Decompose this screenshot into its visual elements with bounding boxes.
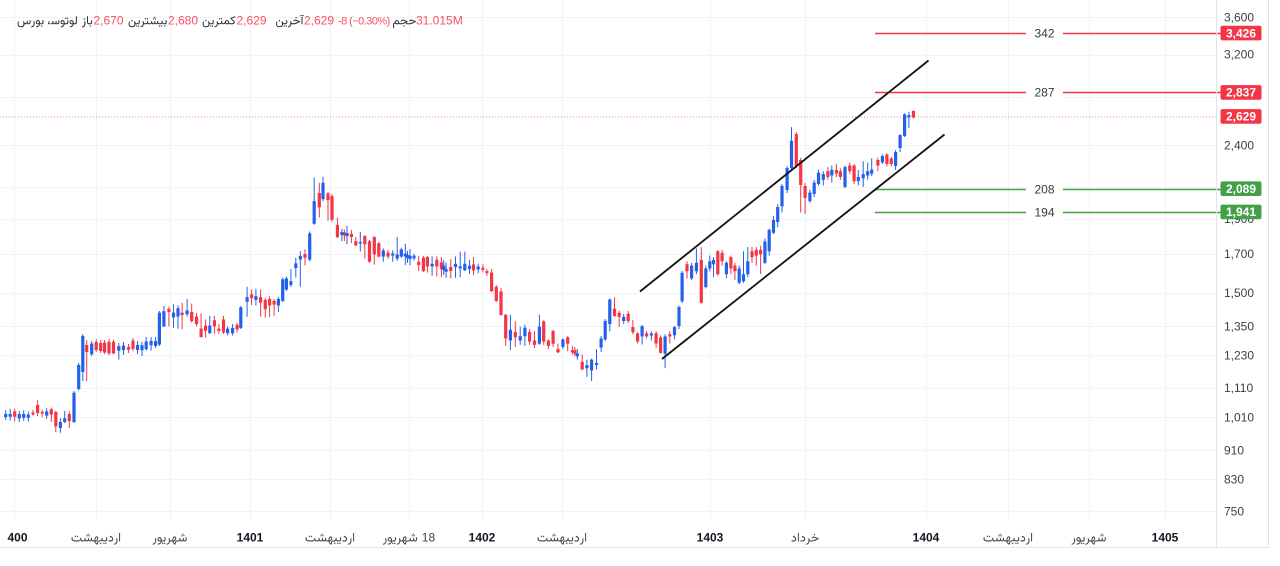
svg-text:342: 342 bbox=[1034, 27, 1054, 41]
svg-text:3,600: 3,600 bbox=[1224, 11, 1254, 25]
svg-text:208: 208 bbox=[1034, 183, 1054, 197]
svg-text:2,837: 2,837 bbox=[1226, 86, 1256, 100]
svg-text:2,629: 2,629 bbox=[1226, 110, 1256, 124]
svg-text:2,680: 2,680 bbox=[168, 13, 198, 27]
svg-text:1405: 1405 bbox=[1152, 531, 1179, 545]
svg-text:31.015M: 31.015M bbox=[416, 13, 463, 27]
svg-text:3,426: 3,426 bbox=[1226, 26, 1256, 40]
svg-text:750: 750 bbox=[1224, 504, 1244, 518]
svg-text:1,500: 1,500 bbox=[1224, 286, 1254, 300]
svg-text:1404: 1404 bbox=[913, 531, 940, 545]
svg-text:830: 830 bbox=[1224, 472, 1244, 486]
svg-text:910: 910 bbox=[1224, 443, 1244, 457]
svg-text:2,089: 2,089 bbox=[1226, 182, 1256, 196]
svg-text:1402: 1402 bbox=[469, 531, 496, 545]
svg-text:287: 287 bbox=[1034, 86, 1054, 100]
svg-text:194: 194 bbox=[1034, 206, 1054, 220]
svg-text:1,230: 1,230 bbox=[1224, 349, 1254, 363]
svg-text:2,629: 2,629 bbox=[237, 13, 267, 27]
svg-text:2,670: 2,670 bbox=[94, 13, 124, 27]
svg-text:400: 400 bbox=[7, 531, 27, 545]
svg-text:2,400: 2,400 bbox=[1224, 138, 1254, 152]
svg-text:1,350: 1,350 bbox=[1224, 319, 1254, 333]
svg-text:3,200: 3,200 bbox=[1224, 48, 1254, 62]
svg-text:1,110: 1,110 bbox=[1224, 381, 1253, 395]
svg-text:1403: 1403 bbox=[697, 531, 724, 545]
svg-text:1,700: 1,700 bbox=[1224, 247, 1254, 261]
svg-text:1,010: 1,010 bbox=[1224, 411, 1254, 425]
svg-text:18: 18 bbox=[422, 531, 436, 545]
svg-text:-8 (−0.30%): -8 (−0.30%) bbox=[338, 15, 390, 27]
svg-text:1401: 1401 bbox=[237, 531, 264, 545]
svg-text:1,941: 1,941 bbox=[1226, 205, 1256, 219]
svg-text:2,629: 2,629 bbox=[304, 13, 334, 27]
